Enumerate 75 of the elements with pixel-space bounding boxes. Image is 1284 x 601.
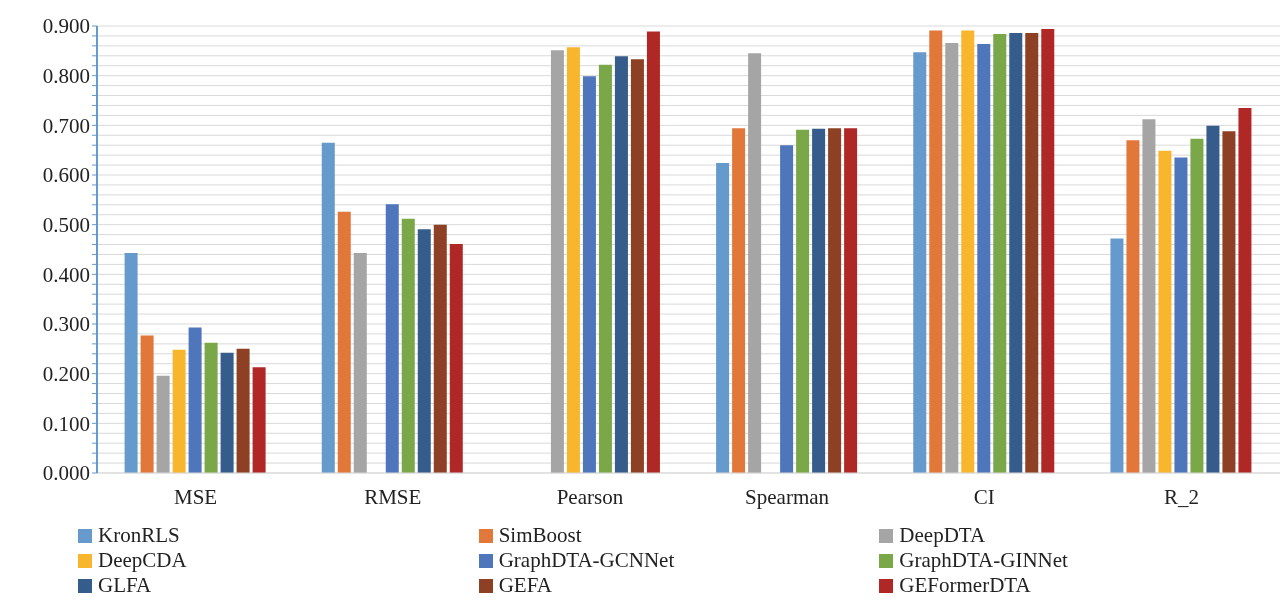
bar: [1174, 157, 1188, 473]
bar: [550, 50, 564, 473]
legend-label: GLFA: [98, 573, 152, 598]
bar: [156, 375, 170, 473]
y-tick-label: 0.400: [42, 262, 90, 287]
y-tick-label: 0.000: [42, 461, 90, 486]
bar: [124, 252, 138, 473]
bar: [598, 64, 612, 473]
bar: [844, 128, 858, 473]
legend-label: DeepCDA: [98, 548, 187, 573]
bar: [433, 224, 447, 473]
bar: [204, 342, 218, 473]
bar: [252, 367, 266, 473]
legend-label: GEFormerDTA: [899, 573, 1031, 598]
bar: [417, 229, 431, 473]
bar: [401, 218, 415, 473]
x-tick-label: Spearman: [745, 484, 830, 509]
y-tick-label: 0.500: [42, 213, 90, 238]
bar: [716, 163, 730, 473]
legend-label: KronRLS: [98, 523, 180, 548]
bar: [961, 30, 975, 473]
bar: [140, 335, 154, 473]
bar: [993, 33, 1007, 473]
bar: [353, 252, 367, 473]
x-tick-label: R_2: [1163, 484, 1199, 509]
legend-label: DeepDTA: [899, 523, 986, 548]
bar: [1142, 119, 1156, 473]
bar: [1009, 32, 1023, 473]
x-tick-label: Pearson: [556, 484, 624, 509]
bar: [1222, 131, 1236, 473]
bar: [630, 59, 644, 473]
y-tick-label: 0.300: [42, 312, 90, 337]
y-tick-label: 0.800: [42, 64, 90, 89]
legend-label: SimBoost: [498, 523, 582, 548]
bar: [945, 42, 959, 473]
bar: [582, 76, 596, 473]
legend-label: GEFA: [498, 573, 552, 598]
bar: [385, 204, 399, 473]
y-tick-label: 0.900: [42, 14, 90, 39]
bar: [1206, 125, 1220, 473]
legend-label: GraphDTA-GCNNet: [498, 548, 675, 573]
y-tick-label: 0.100: [42, 411, 90, 436]
bar: [913, 52, 927, 473]
bar: [566, 47, 580, 473]
bar: [172, 349, 186, 473]
y-tick-label: 0.700: [42, 113, 90, 138]
bar: [1190, 138, 1204, 473]
legend-label: GraphDTA-GINNet: [899, 548, 1068, 573]
bar: [732, 128, 746, 473]
bar: [828, 128, 842, 473]
bar: [796, 129, 810, 473]
bar: [646, 31, 660, 473]
bar: [188, 327, 202, 473]
bar: [748, 53, 762, 473]
bar: [1110, 238, 1124, 473]
x-tick-label: RMSE: [364, 484, 422, 509]
x-tick-label: MSE: [173, 484, 218, 509]
bar: [977, 43, 991, 473]
bar: [812, 128, 826, 473]
bar: [220, 352, 234, 473]
bar: [236, 348, 250, 473]
bar: [1158, 150, 1172, 473]
bar: [1041, 28, 1055, 473]
bar: [337, 211, 351, 473]
bar: [614, 56, 628, 473]
bar: [780, 145, 794, 473]
x-tick-label: CI: [973, 484, 995, 509]
y-tick-label: 0.200: [42, 362, 90, 387]
bar: [449, 244, 463, 473]
bar: [321, 142, 335, 473]
y-tick-label: 0.600: [42, 163, 90, 188]
bar: [929, 30, 943, 473]
bar: [1238, 107, 1252, 473]
bar: [1126, 140, 1140, 473]
bar: [1025, 32, 1039, 473]
